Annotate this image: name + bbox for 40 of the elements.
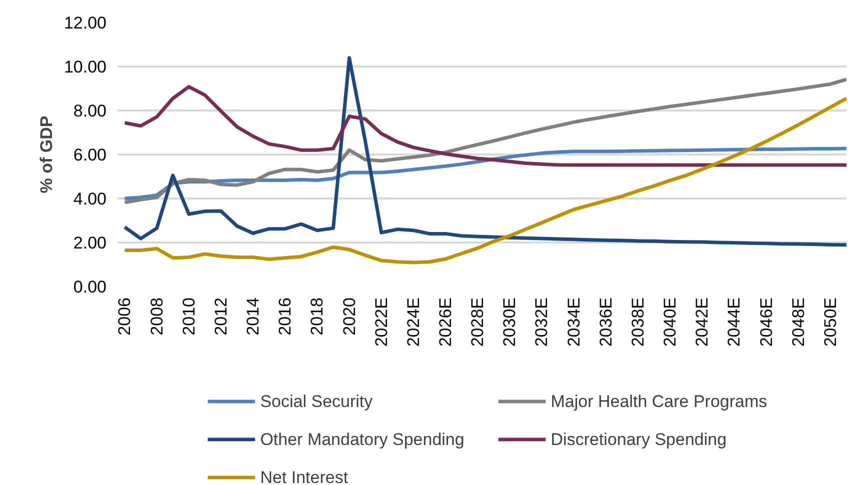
x-tick-label: 2050E — [820, 297, 840, 347]
x-tick-label: 2028E — [468, 297, 488, 347]
x-tick-label: 2026E — [436, 297, 456, 347]
y-tick-label: 0.00 — [73, 278, 107, 296]
x-tick-label: 2034E — [564, 297, 584, 347]
legend-label: Social Security — [260, 392, 374, 411]
y-tick-label: 12.00 — [64, 14, 107, 32]
x-tick-label: 2016 — [276, 297, 295, 336]
x-tick-label: 2048E — [788, 297, 808, 347]
y-tick-label: 4.00 — [73, 190, 107, 208]
x-tick-label: 2008 — [147, 297, 166, 336]
line-series — [122, 84, 846, 167]
x-tick-label: 2024E — [404, 297, 423, 347]
legend-label: Discretionary Spending — [550, 430, 727, 449]
x-tick-label: 2018 — [308, 297, 327, 336]
x-tick-label: 2022E — [372, 297, 391, 347]
line-series — [122, 96, 846, 264]
legend-label: Other Mandatory Spending — [260, 430, 464, 449]
x-tick-label: 2042E — [692, 297, 712, 347]
line-series — [122, 78, 846, 204]
x-tick-label: 2012 — [211, 297, 230, 336]
x-tick-label: 2046E — [756, 297, 776, 347]
x-tick-label: 2020 — [340, 297, 359, 336]
x-tick-label: 2038E — [628, 297, 648, 347]
y-tick-label: 2.00 — [73, 234, 107, 252]
line-series — [122, 56, 846, 247]
x-tick-label: 2032E — [532, 297, 552, 347]
legend-label: Major Health Care Programs — [550, 392, 768, 411]
x-tick-label: 2010 — [179, 297, 198, 336]
x-tick-label: 2030E — [500, 297, 520, 347]
y-tick-label: 8.00 — [73, 102, 107, 120]
y-axis-title: % of GDP — [36, 116, 56, 194]
x-tick-label: 2014 — [244, 297, 263, 336]
y-tick-label: 10.00 — [64, 58, 107, 76]
x-tick-label: 2036E — [596, 297, 616, 347]
x-tick-label: 2044E — [724, 297, 744, 347]
y-tick-label: 6.00 — [73, 146, 107, 164]
legend-label: Net Interest — [260, 468, 348, 485]
x-tick-label: 2006 — [115, 297, 134, 336]
x-tick-label: 2040E — [660, 297, 680, 347]
